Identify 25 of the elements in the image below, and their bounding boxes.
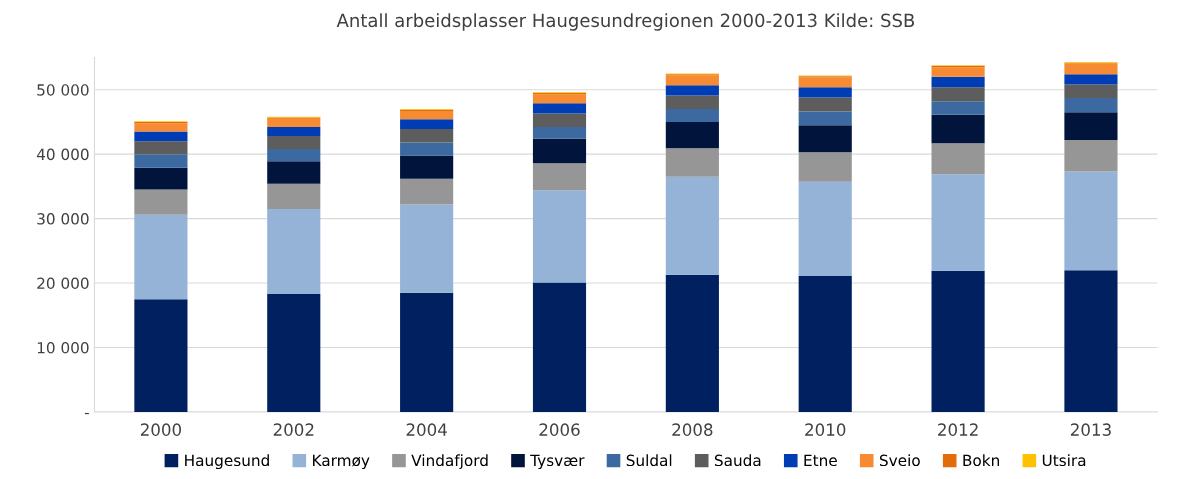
legend-label: Suldal [626,454,672,467]
legend-label: Etne [804,454,837,467]
legend-label: Haugesund [185,454,269,470]
y-tick-label: - [84,412,89,415]
legend-label: Bokn [963,454,999,467]
x-tick-label: 2002 [273,423,314,436]
chart-title: Antall arbeidsplasser Haugesundregionen 2000-2013 Kilde: SSB [336,13,915,31]
x-tick-label: 2013 [1070,423,1111,436]
legend-label: Utsira [1042,454,1086,467]
legend-label: Vindafjord [411,454,488,470]
legend-label: Sauda [714,454,761,467]
legend-label: Sveio [879,454,920,467]
y-tick-label: 50 000 [37,84,89,96]
x-tick-label: 2004 [406,423,447,436]
y-tick-label: 20 000 [37,277,89,290]
x-tick-label: 2000 [140,423,182,436]
y-tick-label: 40 000 [36,148,89,161]
legend-label: Karmøy [313,454,370,470]
x-tick-label: 2006 [539,423,580,436]
x-tick-label: 2008 [672,423,713,436]
legend-label: Tysvær [530,454,585,470]
y-tick-label: 10 000 [37,341,89,354]
x-tick-label: 2012 [938,423,978,436]
y-tick-label: 30 000 [37,213,89,225]
x-tick-label: 2010 [805,423,846,436]
